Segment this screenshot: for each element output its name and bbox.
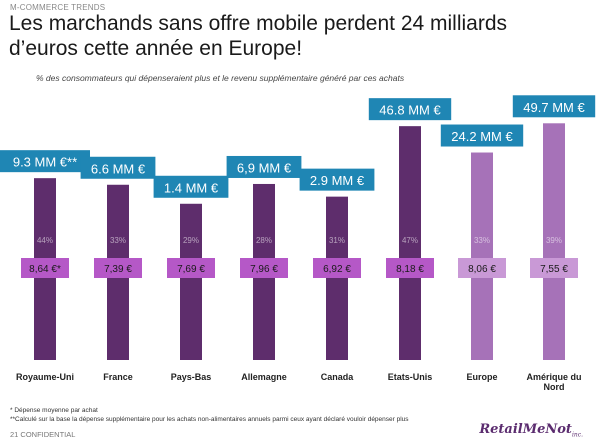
bar <box>471 152 493 360</box>
percent-label: 33% <box>474 236 490 245</box>
retailmenot-logo: RetailMeNotinc. <box>479 422 583 439</box>
spend-label-box <box>21 258 69 278</box>
percent-label: 31% <box>329 236 345 245</box>
revenue-label: 1.4 MM € <box>164 180 219 195</box>
chart-subtitle: % des consommateurs qui dépenseraient pl… <box>36 73 405 83</box>
spend-label-box <box>240 258 288 278</box>
x-tick-label: Europe <box>466 372 497 382</box>
revenue-label: 6.6 MM € <box>91 161 146 176</box>
x-tick-label: France <box>103 372 133 382</box>
percent-label: 33% <box>110 236 126 245</box>
logo-suffix: inc. <box>571 431 583 439</box>
x-tick-label: Amérique du <box>526 372 581 382</box>
spend-label: 7,96 € <box>250 264 278 275</box>
revenue-label: 9.3 MM €** <box>13 155 77 170</box>
spend-label: 8,64 €* <box>29 264 61 275</box>
logo-text: RetailMeNot <box>479 422 572 437</box>
spend-label: 7,55 € <box>540 264 568 275</box>
section-label: M-COMMERCE TRENDS <box>10 3 106 12</box>
percent-label: 29% <box>183 236 199 245</box>
footnote-calculation: **Calculé sur la base la dépense supplém… <box>10 416 409 423</box>
spend-label-box <box>386 258 434 278</box>
bar <box>543 123 565 360</box>
percent-label: 28% <box>256 236 272 245</box>
spend-label: 8,18 € <box>396 264 424 275</box>
revenue-label: 6,9 MM € <box>237 160 292 175</box>
spend-label-box <box>94 258 142 278</box>
page-title: Les marchands sans offre mobile perdent … <box>9 11 599 61</box>
footnote-average-spend: * Dépense moyenne par achat <box>10 407 98 414</box>
spend-label-box <box>530 258 578 278</box>
revenue-label-box <box>299 168 375 191</box>
spend-label: 7,39 € <box>104 264 132 275</box>
x-tick-label: Pays-Bas <box>171 372 212 382</box>
spend-label: 6,92 € <box>323 264 351 275</box>
revenue-label: 24.2 MM € <box>451 129 513 144</box>
revenue-label-box <box>368 98 452 121</box>
x-tick-label: Allemagne <box>241 372 287 382</box>
percent-label: 47% <box>402 236 418 245</box>
revenue-label: 46.8 MM € <box>379 103 441 118</box>
revenue-label-box <box>153 175 229 198</box>
x-tick-label: Nord <box>544 382 565 392</box>
spend-label: 7,69 € <box>177 264 205 275</box>
revenue-label: 49.7 MM € <box>523 100 585 115</box>
percent-label: 44% <box>37 236 53 245</box>
title-line-2: d’euros cette année en Europe! <box>9 37 303 60</box>
revenue-label-box <box>226 155 302 178</box>
revenue-label-box <box>0 150 90 173</box>
page-number-confidential: 21 CONFIDENTIAL <box>10 430 76 439</box>
x-tick-label: Etats-Unis <box>388 372 433 382</box>
revenue-label-box <box>512 95 596 118</box>
percent-label: 39% <box>546 236 562 245</box>
spend-label-box <box>313 258 361 278</box>
revenue-label-box <box>440 124 524 147</box>
revenue-label: 2.9 MM € <box>310 173 365 188</box>
bar <box>326 196 348 360</box>
x-tick-label: Royaume-Uni <box>16 372 74 382</box>
revenue-label-box <box>80 156 156 179</box>
title-line-1: Les marchands sans offre mobile perdent … <box>9 12 508 35</box>
bar <box>399 126 421 360</box>
spend-label-box <box>167 258 215 278</box>
bar <box>180 203 202 360</box>
spend-label: 8,06 € <box>468 264 496 275</box>
spend-label-box <box>458 258 506 278</box>
x-tick-label: Canada <box>321 372 355 382</box>
